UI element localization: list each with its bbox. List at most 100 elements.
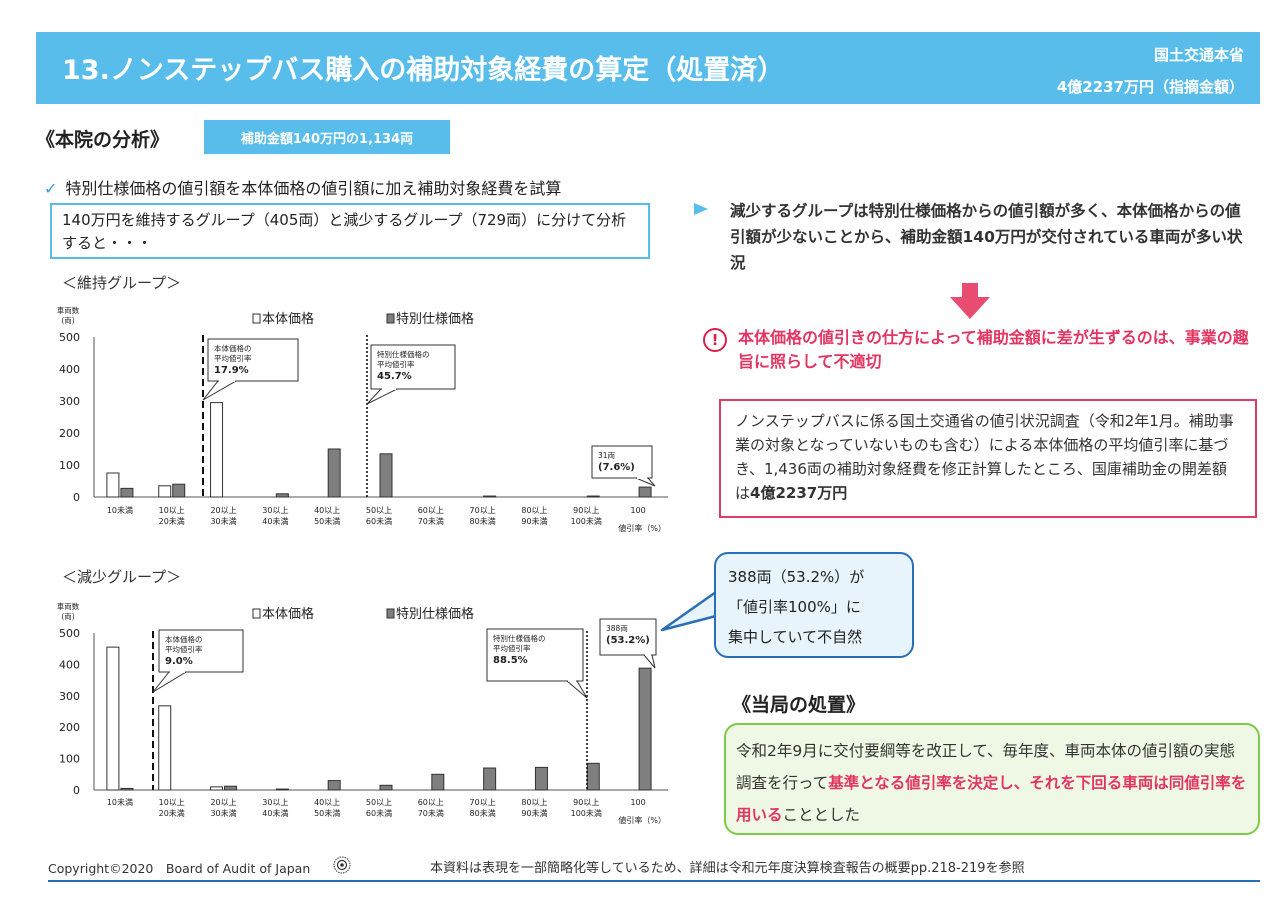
- x-tick-label: 90未満: [521, 516, 547, 526]
- bar-special-price: [327, 448, 341, 498]
- copyright: Copyright©2020 Board of Audit of Japan: [48, 861, 311, 876]
- bar-special-price: [431, 773, 445, 791]
- x-tick-label: 60以上: [418, 798, 444, 807]
- x-tick-label: 80以上: [521, 798, 547, 807]
- x-tick-label: 20以上: [210, 798, 236, 807]
- annotation-text: 本体価格の: [214, 343, 252, 353]
- x-tick-label: 80未満: [470, 516, 496, 526]
- checkmark-icon: ✓: [44, 179, 58, 198]
- chart-1: 車両数(両) 0 100 200 300 400 500 本体価格 特別仕様価格 10未満 10以上…: [57, 305, 668, 533]
- result-amount: 4億2237万円: [750, 484, 848, 502]
- y-tick-label: 0: [73, 491, 80, 504]
- bar-special-price: [172, 483, 186, 498]
- bar-special-price: [534, 766, 548, 791]
- annotation-text: 平均値引率: [377, 359, 415, 369]
- y-axis-label: (両): [61, 612, 74, 621]
- x-tick-label: 10以上: [159, 798, 185, 807]
- chart1-title: ＜維持グループ＞: [62, 274, 182, 292]
- bar-special-price: [379, 784, 393, 791]
- annotation-value: 17.9%: [214, 365, 249, 376]
- x-tick-label: 60以上: [418, 506, 444, 515]
- bar-body-price: [106, 646, 120, 791]
- x-tick-label: 90以上: [573, 798, 599, 807]
- x-tick-label: 40以上: [314, 506, 340, 515]
- callout-box: 388両（53.2%）が 「値引率100%」に 集中していて不自然: [714, 552, 914, 658]
- bar-special-price: [586, 762, 600, 791]
- y-tick-label: 200: [59, 721, 80, 734]
- x-tick-label: 30以上: [262, 798, 288, 807]
- legend-swatch-special: [386, 608, 395, 619]
- measures-section-title: 《当局の処置》: [732, 694, 866, 716]
- x-tick-label: 90未満: [521, 808, 547, 818]
- annotation-tail: [642, 654, 656, 669]
- measures-box: 令和2年9月に交付要綱等を改正して、毎年度、車両本体の値引額の実態調査を行って基…: [724, 723, 1260, 835]
- page-header: 13.ノンステップバス購入の補助対象経費の算定（処置済） 国土交通本省 4億22…: [36, 32, 1260, 104]
- annotation-box: [591, 445, 653, 479]
- x-tick-label: 70未満: [418, 808, 444, 818]
- measures-text-2: こととした: [782, 806, 861, 824]
- x-tick-label: 20未満: [159, 808, 185, 818]
- x-tick-label: 100: [630, 506, 645, 515]
- x-tick-label: 30以上: [262, 506, 288, 515]
- x-tick-label: 40未満: [262, 516, 288, 526]
- x-axis-label: 値引率（%）: [618, 815, 666, 825]
- bar-special-price: [638, 486, 652, 498]
- footer-divider: [48, 880, 1260, 882]
- y-tick-label: 400: [59, 363, 80, 376]
- amount-label: 4億2237万円（指摘金額）: [1056, 78, 1244, 96]
- measures-highlight-1: 基準となる値引率を決定し、: [828, 774, 1030, 792]
- callout-line-2: 「値引率100%」に: [728, 598, 861, 616]
- x-tick-label: 50未満: [314, 808, 340, 818]
- legend-swatch-body: [252, 608, 261, 619]
- exclamation-icon: !: [703, 328, 727, 352]
- x-tick-label: 70以上: [470, 798, 496, 807]
- bar-body-price: [210, 402, 224, 498]
- annotation-tail: [635, 477, 656, 487]
- x-tick-label: 100未満: [571, 808, 602, 818]
- bar-body-price: [158, 485, 172, 498]
- bar-special-price: [275, 788, 289, 791]
- callout-line-3: 集中していて不自然: [728, 628, 863, 646]
- x-tick-label: 10未満: [107, 797, 133, 807]
- annotation-value: (53.2%): [606, 635, 650, 646]
- annotation-value: 45.7%: [377, 371, 412, 382]
- annotation-value: (7.6%): [598, 462, 635, 473]
- x-tick-label: 60未満: [366, 516, 392, 526]
- y-axis-label: 車両数: [57, 601, 80, 611]
- x-tick-label: 30未満: [210, 516, 236, 526]
- annotation-text: 31両: [598, 451, 616, 460]
- annotation-tail: [366, 388, 398, 405]
- x-tick-label: 20以上: [210, 506, 236, 515]
- y-tick-label: 0: [73, 784, 80, 797]
- annotation-text: 特別仕様価格の: [493, 633, 546, 643]
- annotation-box: [207, 338, 299, 382]
- chart2-title: ＜減少グループ＞: [62, 568, 182, 586]
- annotation-text: 平均値引率: [214, 353, 252, 363]
- y-axis-label: 車両数: [57, 305, 80, 315]
- callout-line-1: 388両（53.2%）が: [728, 568, 865, 586]
- bar-special-price: [275, 493, 289, 498]
- annotation-box: [158, 629, 244, 673]
- y-tick-label: 100: [59, 753, 80, 766]
- annotation-text: 388両: [606, 624, 628, 633]
- annotation-box: [370, 344, 456, 390]
- annotation-value: 88.5%: [493, 655, 528, 666]
- annotation-text: 特別仕様価格の: [377, 349, 430, 359]
- ministry-label: 国土交通本省: [1153, 46, 1244, 64]
- x-tick-label: 60未満: [366, 808, 392, 818]
- chart-2: 車両数(両) 0 100 200 300 400 500 本体価格 特別仕様価格 10未満 10以上…: [57, 601, 668, 825]
- annotation-value: 9.0%: [165, 656, 193, 667]
- board-seal-icon: [333, 856, 351, 874]
- annotation-text: 本体価格の: [165, 634, 203, 644]
- x-tick-label: 70未満: [418, 516, 444, 526]
- page-title: 13.ノンステップバス購入の補助対象経費の算定（処置済）: [62, 55, 785, 86]
- warning-text: 本体価格の値引きの仕方によって補助金額に差が生ずるのは、事業の趣旨に照らして不適…: [738, 328, 1249, 371]
- bar-special-price: [120, 487, 134, 498]
- x-tick-label: 100未満: [571, 516, 602, 526]
- x-tick-label: 100: [630, 798, 645, 807]
- x-tick-label: 40以上: [314, 798, 340, 807]
- footnote: 本資料は表現を一部簡略化等しているため、詳細は令和元年度決算検査報告の概要pp.…: [430, 861, 1025, 876]
- bar-special-price: [120, 787, 134, 791]
- y-tick-label: 500: [59, 627, 80, 640]
- subsidy-badge: 補助金額140万円の1,134両: [204, 120, 450, 154]
